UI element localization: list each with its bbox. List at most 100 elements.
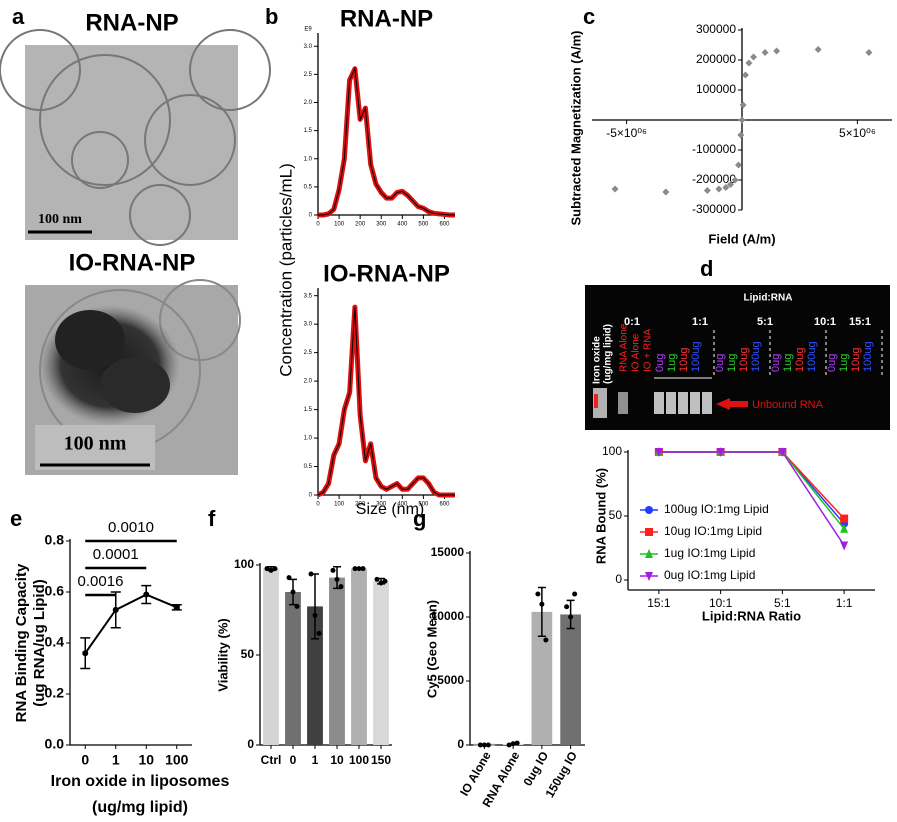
- data-point: [334, 576, 340, 582]
- significance-label: 0.0001: [93, 546, 139, 563]
- y-tick-label: 0.8: [45, 532, 65, 548]
- x-tick-label: 600: [439, 222, 450, 228]
- legend-label: 1ug IO:1mg Lipid: [664, 546, 755, 560]
- data-point: [290, 589, 296, 595]
- significance-label: 0.0016: [78, 573, 124, 590]
- gel-lane-label: IO + RNA: [643, 329, 654, 372]
- bar: [329, 577, 345, 745]
- x-axis-label: Field (A/m): [708, 231, 775, 246]
- y-tick-label: 15000: [431, 545, 465, 559]
- x-tick-label: 500: [418, 502, 429, 508]
- gel-lane-label: RNA Alone: [619, 323, 630, 372]
- data-point: [539, 601, 545, 607]
- y-axis-label: RNA Bound (%): [593, 468, 608, 564]
- data-point: [374, 576, 380, 582]
- y-tick-label: 1.0: [304, 436, 313, 442]
- gel-lane-label: 0ug: [714, 354, 726, 372]
- y-tick-label: -300000: [692, 202, 736, 216]
- gel-lane-label: IO Alone: [631, 333, 642, 372]
- y-tick-label: 5000: [437, 673, 464, 687]
- marker: [654, 448, 663, 457]
- y-tick-label: 10000: [431, 609, 465, 623]
- gel-lane-label: 1ug: [838, 354, 850, 372]
- marker: [840, 541, 849, 551]
- panel-letter: e: [10, 506, 22, 531]
- gel-image: [585, 285, 890, 430]
- data-point: [286, 575, 292, 581]
- y-tick-label: 2.0: [304, 100, 313, 106]
- point: [703, 187, 711, 194]
- legend-label: 10ug IO:1mg Lipid: [664, 524, 762, 538]
- y-tick-label: 300000: [696, 22, 736, 36]
- y-unit: E9: [304, 27, 312, 33]
- series-line: [84, 593, 178, 654]
- y-tick-label: 2.0: [304, 379, 313, 385]
- x-tick-label: 150: [371, 753, 391, 767]
- data-point: [264, 566, 270, 572]
- panel-letter: c: [583, 4, 595, 29]
- y-tick-label: 0.0: [45, 736, 65, 752]
- point: [722, 184, 730, 191]
- marker: [645, 528, 653, 536]
- gel-lane-label: 0ug: [826, 354, 838, 372]
- y-tick-label: 0.4: [45, 634, 65, 650]
- tem-image: [0, 29, 271, 246]
- point: [739, 101, 747, 109]
- size-line: [318, 66, 455, 216]
- point: [726, 181, 734, 188]
- marker: [840, 514, 849, 523]
- panel-letter: g: [413, 506, 426, 531]
- y-tick-label: -100000: [692, 142, 736, 156]
- data-point: [543, 637, 549, 643]
- series-line: [658, 451, 845, 546]
- data-point: [356, 566, 362, 572]
- x-tick-label: 500: [418, 222, 429, 228]
- y-axis-label: Subtracted Magnetization (A/m): [568, 30, 583, 225]
- x-axis-label: Size (nm): [356, 501, 424, 518]
- error-bar: [537, 586, 546, 637]
- x-tick-label: 400: [397, 222, 408, 228]
- gel-lane-label: 10ug: [850, 348, 862, 372]
- x-tick-label: 100: [334, 502, 345, 508]
- image-title: IO-RNA-NP: [69, 249, 196, 276]
- y-tick-label: 0.5: [304, 184, 313, 190]
- data-point: [378, 580, 384, 586]
- marker: [645, 572, 653, 581]
- data-point: [294, 603, 300, 609]
- data-point: [272, 566, 278, 572]
- point: [715, 185, 723, 193]
- bar: [285, 592, 301, 745]
- y-tick-label: 100: [602, 444, 622, 458]
- point: [731, 176, 739, 184]
- gel-lane-label: 100ug: [806, 341, 818, 372]
- point: [745, 59, 753, 67]
- bar: [351, 568, 367, 745]
- data-point: [568, 614, 574, 620]
- point: [735, 161, 743, 169]
- x-tick-label: 1:1: [836, 596, 853, 610]
- y-tick-label: 0: [309, 213, 313, 219]
- x-tick-label: 100: [349, 753, 369, 767]
- x-tick-label: 1: [112, 752, 120, 768]
- data-point: [308, 571, 314, 577]
- point: [761, 49, 769, 56]
- panel-letter: d: [700, 256, 713, 281]
- x-tick-label: 10: [138, 752, 154, 768]
- gel-group: 10:1: [814, 316, 836, 328]
- point: [773, 47, 781, 55]
- x-tick-label: 5×10⁰⁶: [839, 126, 876, 140]
- y-tick-label: 0.6: [45, 583, 65, 599]
- marker: [778, 448, 787, 457]
- y-tick-label: -200000: [692, 172, 736, 186]
- marker: [645, 506, 653, 514]
- y-tick-label: 1.5: [304, 407, 313, 413]
- y-tick-label: 0: [309, 493, 313, 499]
- gel-lane-label: 1ug: [782, 354, 794, 372]
- x-tick-label: 100: [334, 222, 345, 228]
- data-point: [481, 742, 487, 748]
- gel-lane-label: 10ug: [794, 348, 806, 372]
- data-point: [514, 740, 520, 746]
- x-tick-label: 0: [316, 222, 320, 228]
- marker: [82, 650, 89, 657]
- y-tick-label: 3.5: [304, 293, 313, 299]
